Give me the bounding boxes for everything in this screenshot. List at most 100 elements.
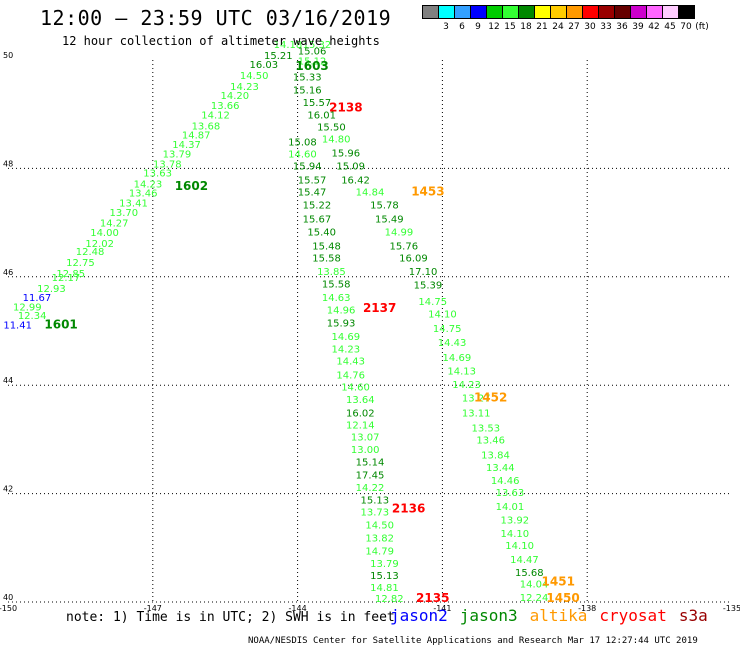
wave-height-value: 15.22: [303, 201, 332, 212]
wave-height-value: 14.50: [240, 71, 269, 82]
y-tick-label: 46: [3, 268, 13, 277]
wave-height-value: 15.16: [293, 86, 322, 97]
scale-label-10: 33: [600, 22, 612, 32]
legend-jason2: jason2: [390, 606, 448, 625]
wave-height-value: 15.47: [298, 188, 327, 199]
wave-height-value: 13.70: [110, 208, 139, 219]
pass-time-label: 2137: [363, 301, 396, 315]
wave-height-value: 15.94: [293, 161, 322, 172]
wave-height-value: 12.02: [85, 239, 114, 250]
map-title: 12:00 – 23:59 UTC 03/16/2019: [40, 6, 392, 30]
x-tick-label: -141: [433, 604, 451, 613]
wave-height-value: 15.09: [336, 161, 365, 172]
wave-height-value: 13.07: [351, 432, 380, 443]
wave-height-value: 13.73: [361, 507, 390, 518]
wave-height-value: 14.75: [433, 324, 462, 335]
wave-height-value: 15.67: [303, 215, 332, 226]
wave-height-value: 15.14: [356, 457, 385, 468]
wave-height-value: 14.23: [332, 345, 361, 356]
wave-height-value: 15.78: [370, 201, 399, 212]
wave-height-value: 15.13: [361, 495, 390, 506]
wave-height-value: 16.03: [249, 60, 278, 71]
scale-label-3: 12: [488, 22, 500, 32]
wave-height-value: 13.64: [346, 395, 375, 406]
satellite-legend: jason2 jason3 altika cryosat s3a: [390, 606, 708, 625]
wave-height-value: 13.84: [481, 450, 510, 461]
wave-height-value: 13.46: [129, 189, 158, 200]
color-scale-labels: 3 6 9 12 15 18 21 24 27 30 33 36 39 42 45 70 (ft): [422, 22, 740, 34]
wave-height-value: 14.76: [336, 371, 365, 382]
wave-height-value: 14.12: [201, 111, 230, 122]
scale-swatch-2: [454, 5, 471, 19]
legend-s3a: s3a: [678, 606, 708, 625]
wave-height-value: 13.46: [476, 436, 505, 447]
x-tick-label: -147: [144, 604, 162, 613]
wave-height-value: 15.40: [307, 228, 336, 239]
scale-label-2: 9: [475, 22, 481, 32]
scale-swatch-15: [662, 5, 679, 19]
wave-height-value: 16.09: [399, 254, 428, 265]
wave-height-value: 14.96: [327, 306, 356, 317]
scale-swatch-4: [486, 5, 503, 19]
wave-height-value: 15.08: [288, 138, 317, 149]
wave-height-value: 14.46: [491, 476, 520, 487]
units-note: note: 1) Time is in UTC; 2) SWH is in fe…: [66, 610, 395, 625]
scale-swatch-12: [614, 5, 631, 19]
wave-height-value: 11.41: [3, 320, 32, 331]
y-tick-label: 44: [3, 376, 13, 385]
scale-label-6: 21: [536, 22, 548, 32]
pass-time-label: 1603: [295, 59, 328, 73]
wave-height-value: 15.58: [312, 254, 341, 265]
wave-height-value: 12.17: [52, 273, 81, 284]
wave-height-value: 14.13: [447, 366, 476, 377]
wave-height-value: 14.10: [505, 541, 534, 552]
scale-swatch-1: [438, 5, 455, 19]
map-subtitle: 12 hour collection of altimeter wave hei…: [62, 34, 380, 48]
scale-swatch-6: [518, 5, 535, 19]
wave-height-value: 14.75: [418, 297, 447, 308]
wave-height-value: 13.68: [192, 121, 221, 132]
wave-height-value: 12.99: [13, 302, 42, 313]
pass-time-label: 1453: [411, 185, 444, 199]
scale-swatch-3: [470, 5, 487, 19]
pass-time-label: 1450: [546, 591, 579, 605]
wave-height-value: 14.37: [172, 140, 201, 151]
wave-height-value: 14.47: [510, 555, 539, 566]
wave-height-value: 13.11: [462, 409, 491, 420]
wave-height-value: 14.63: [322, 293, 351, 304]
scale-label-15: 70: [680, 22, 692, 32]
scale-label-0: 3: [443, 22, 449, 32]
x-tick-label: -135: [723, 604, 740, 613]
wave-height-value: 14.23: [134, 179, 163, 190]
scale-swatch-9: [566, 5, 583, 19]
scale-swatch-11: [598, 5, 615, 19]
wave-height-value: 14.50: [365, 520, 394, 531]
wave-height-value: 15.50: [317, 122, 346, 133]
wave-height-value: 12.85: [56, 269, 85, 280]
wave-height-value: 16.01: [307, 111, 336, 122]
wave-height-value: 13.63: [496, 488, 525, 499]
wave-height-value: 14.18: [274, 40, 303, 51]
scale-label-9: 30: [584, 22, 596, 32]
y-tick-label: 40: [3, 593, 13, 602]
wave-height-value: 13.53: [472, 423, 501, 434]
wave-height-value: 15.93: [327, 319, 356, 330]
legend-altika: altika: [529, 606, 588, 625]
wave-height-value: 14.87: [182, 131, 211, 142]
wave-height-value: 14.80: [322, 134, 351, 145]
wave-height-value: 14.43: [336, 357, 365, 368]
wave-height-value: 12.24: [520, 593, 549, 604]
wave-height-value: 14.22: [356, 483, 385, 494]
x-tick-label: -138: [578, 604, 596, 613]
wave-height-value: 13.00: [351, 445, 380, 456]
pass-time-label: 2138: [329, 100, 362, 114]
pass-time-label: 1602: [175, 179, 208, 193]
wave-height-value: 12.75: [66, 258, 95, 269]
wave-height-value: 15.21: [264, 51, 293, 62]
wave-height-value: 11.67: [23, 293, 52, 304]
wave-height-value: 14.23: [230, 82, 259, 93]
wave-height-value: 14.69: [332, 332, 361, 343]
wave-height-value: 12.82: [375, 594, 404, 605]
wave-height-value: 14.10: [500, 529, 529, 540]
wave-height-value: 14.84: [356, 188, 385, 199]
